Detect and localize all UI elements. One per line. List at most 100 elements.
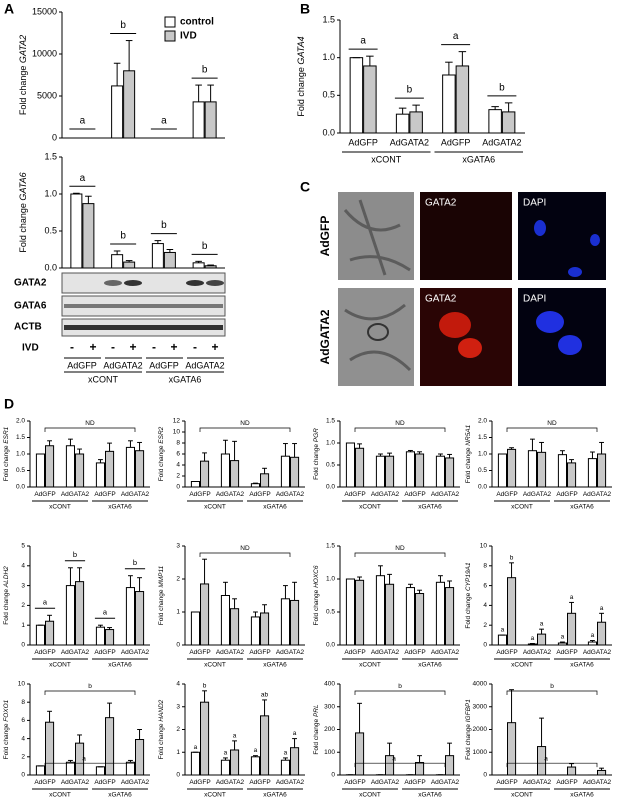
phase-image	[338, 288, 414, 386]
group-label: xGATA6	[108, 792, 132, 799]
y-tick-label: 0.0	[16, 484, 25, 491]
y-tick-label: 10	[18, 681, 26, 688]
significance-letter: a	[43, 597, 48, 606]
y-tick-label: 0.5	[326, 462, 335, 469]
category-label: AdGATA2	[185, 360, 224, 370]
bar	[385, 455, 395, 488]
bar	[250, 756, 260, 776]
legend-swatch	[164, 16, 176, 28]
category-label: AdGFP	[249, 491, 270, 498]
bar	[220, 759, 230, 776]
y-tick-label: 10	[480, 543, 488, 550]
category-label: AdGATA2	[276, 779, 305, 786]
category-label: AdGATA2	[371, 491, 400, 498]
bar	[349, 57, 364, 134]
category-label: AdGATA2	[583, 491, 612, 498]
category-label: AdGATA2	[276, 649, 305, 656]
treatment-sign: +	[211, 340, 218, 354]
category-label: AdGATA2	[482, 137, 521, 147]
bar	[260, 715, 270, 776]
channel-label: DAPI	[523, 198, 546, 209]
band	[64, 325, 223, 330]
category-label: AdGATA2	[121, 779, 150, 786]
category-label: AdGFP	[344, 491, 365, 498]
bar	[220, 453, 230, 488]
nucleus	[590, 234, 600, 246]
bar	[95, 766, 106, 776]
bar	[105, 717, 115, 776]
significance-letter: a	[561, 634, 565, 641]
y-label-text: Fold change	[158, 445, 165, 481]
y-tick-label: 2	[21, 754, 25, 761]
bar	[204, 265, 217, 269]
band	[124, 280, 142, 286]
y-tick-label: 4	[176, 462, 180, 469]
significance-letter: a	[284, 749, 288, 756]
y-tick-label: 0.0	[44, 262, 57, 272]
bar	[163, 251, 176, 269]
category-label: AdGFP	[34, 779, 55, 786]
y-label-text: Fold change	[18, 203, 28, 253]
bar	[355, 447, 365, 488]
y-tick-label: 3	[176, 703, 180, 710]
treatment-sign: -	[111, 340, 115, 354]
category-label: AdGFP	[404, 491, 425, 498]
bar	[65, 761, 76, 776]
bar	[135, 591, 145, 646]
y-label-text: Fold change	[465, 592, 472, 628]
y-label-gene: NR5A1	[465, 424, 472, 445]
bracket	[199, 552, 291, 557]
bar	[537, 633, 547, 646]
y-tick-label: 1.0	[16, 451, 25, 458]
category-label: AdGATA2	[431, 779, 460, 786]
significance-letter: a	[293, 730, 297, 737]
significance-letter: b	[407, 85, 413, 96]
bracket-label: a	[392, 755, 396, 762]
bar	[35, 765, 46, 776]
category-label: AdGFP	[249, 649, 270, 656]
y-label-text: Fold change	[18, 66, 28, 116]
gata2-image	[420, 192, 512, 280]
bracket	[506, 762, 598, 768]
category-label: AdGATA2	[431, 649, 460, 656]
y-tick-label: 0.5	[326, 609, 335, 616]
bar	[35, 453, 46, 488]
group-label: xCONT	[49, 662, 71, 669]
significance-letter: a	[103, 607, 108, 616]
significance-letter: a	[570, 594, 574, 601]
group-label: xCONT	[511, 504, 533, 511]
category-label: AdGFP	[404, 649, 425, 656]
channel-label: GATA2	[425, 294, 457, 305]
y-tick-label: 10	[173, 429, 181, 436]
y-tick-label: 0	[176, 642, 180, 649]
y-axis-label: Fold change ALDH2	[3, 566, 10, 625]
category-label: AdGATA2	[431, 491, 460, 498]
group-label: xCONT	[88, 374, 118, 384]
bar	[290, 456, 300, 488]
group-label: xCONT	[204, 792, 226, 799]
significance-letter: a	[194, 744, 198, 751]
group-label: xCONT	[371, 154, 401, 164]
group-label: xCONT	[511, 662, 533, 669]
y-tick-label: 1.5	[44, 151, 57, 161]
bracket	[506, 427, 598, 432]
panel-label: B	[300, 1, 310, 17]
bar	[355, 732, 365, 776]
bar	[105, 629, 115, 646]
bar	[65, 585, 76, 646]
y-tick-label: 1.5	[16, 434, 25, 441]
y-tick-label: 0.5	[44, 225, 57, 235]
bar	[290, 747, 300, 776]
group-label: xCONT	[204, 504, 226, 511]
significance-letter: b	[202, 241, 208, 252]
category-label: AdGATA2	[216, 779, 245, 786]
category-label: AdGATA2	[276, 491, 305, 498]
bar	[95, 462, 106, 488]
significance-letter: a	[453, 31, 459, 42]
y-tick-label: 0	[21, 642, 25, 649]
y-tick-label: 0.5	[16, 467, 25, 474]
bar	[45, 445, 55, 488]
y-label-text: Fold change	[296, 67, 306, 117]
y-axis-label: Fold change MMP11	[158, 565, 165, 625]
